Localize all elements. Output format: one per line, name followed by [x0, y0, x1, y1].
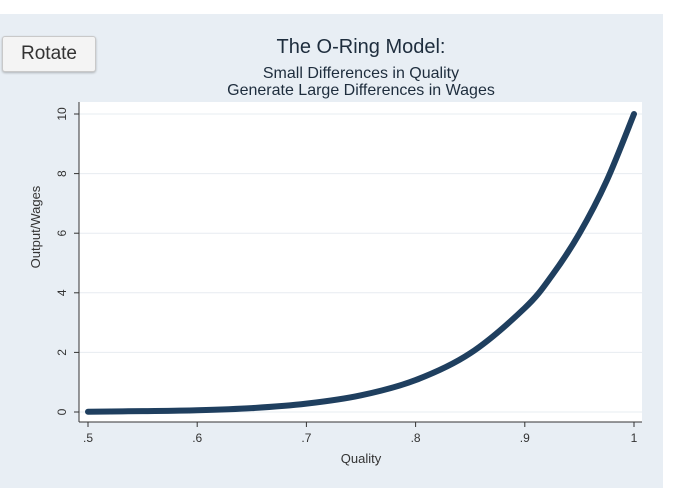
x-axis-title: Quality — [341, 451, 382, 466]
series-line — [85, 111, 637, 415]
x-tick-label: .9 — [520, 431, 530, 445]
x-tick-label: .6 — [192, 431, 202, 445]
rotate-button[interactable]: Rotate — [2, 36, 96, 72]
y-tick-label: 8 — [55, 170, 69, 177]
axes — [74, 102, 642, 427]
x-tick-label: 1 — [631, 431, 638, 445]
y-tick-label: 6 — [55, 230, 69, 237]
chart-subtitle-line-1: Small Differences in Quality — [263, 65, 459, 82]
plot-area — [79, 102, 642, 422]
series-layer — [85, 111, 637, 415]
x-tick-label: .7 — [301, 431, 311, 445]
chart-title: The O-Ring Model: — [277, 36, 446, 58]
y-tick-label: 4 — [55, 289, 69, 296]
y-tick-label: 0 — [55, 408, 69, 415]
x-tick-label: .5 — [83, 431, 93, 445]
chart-subtitle-line-2: Generate Large Differences in Wages — [227, 82, 495, 99]
y-axis-title: Output/Wages — [28, 185, 43, 268]
x-tick-label: .8 — [411, 431, 421, 445]
y-tick-label: 2 — [55, 349, 69, 356]
y-tick-label: 10 — [55, 107, 69, 121]
